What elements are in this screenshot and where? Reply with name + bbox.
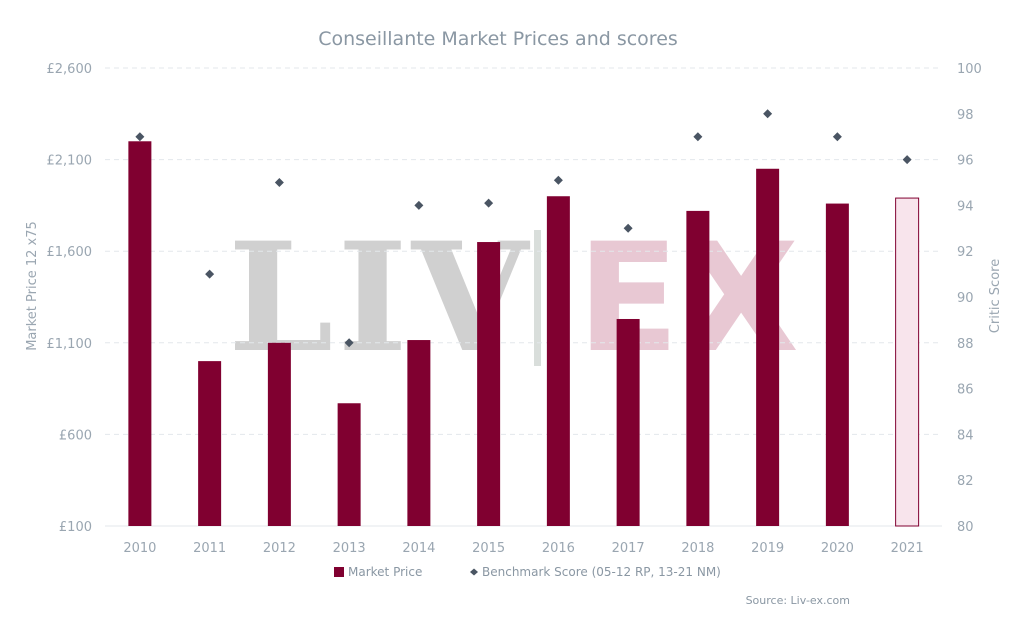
score-marker [344,338,354,348]
price-bar [477,242,501,527]
price-bar [267,342,291,526]
score-marker [205,269,215,279]
x-axis-tick: 2014 [402,541,435,556]
x-axis-ticks: 2010 2011 2012 2013 2014 2015 2016 2017 2018 2019… [123,541,923,556]
score-marker [274,178,284,187]
score-marker [902,155,912,165]
right-axis-tick: 94 [957,199,974,214]
x-axis-tick: 2017 [612,541,645,556]
right-axis-tick: 88 [957,337,974,352]
price-bar [616,318,640,526]
right-axis-tick: 92 [957,245,974,260]
legend-market-price-label: Market Price [348,565,422,579]
right-axis-tick: 98 [957,108,974,123]
x-axis-tick: 2012 [263,541,296,556]
x-axis-tick: 2016 [542,541,575,556]
left-axis-tick: £1,100 [47,337,93,352]
score-marker [693,132,703,142]
price-bar [825,203,849,526]
left-axis-tick: £100 [59,520,92,535]
left-axis-ticks: £100 £600 £1,100 £1,600 £2,100 £2,600 [47,62,93,535]
score-marker [553,175,563,185]
legend-market-price-swatch [334,567,344,577]
x-axis-tick: 2010 [123,541,156,556]
score-marker [484,198,494,208]
score-marker [763,109,773,119]
left-axis-tick: £600 [59,428,92,443]
right-axis-tick: 84 [957,428,974,443]
price-bar [546,196,570,527]
source-note: Source: Liv-ex.com [746,594,850,607]
left-axis-label: Market Price 12 x75 [25,221,40,351]
right-axis-tick: 80 [957,520,974,535]
right-axis-ticks: 80 82 84 86 88 90 92 94 96 98 100 [957,62,982,535]
chart-title: Conseillante Market Prices and scores [318,28,678,50]
left-axis-tick: £2,600 [47,62,93,77]
price-bar [895,197,920,527]
score-marker [135,132,145,142]
left-axis-tick: £2,100 [47,154,93,169]
price-bar [407,340,431,526]
price-bar [686,210,710,526]
price-bar [337,403,361,526]
right-axis-tick: 82 [957,474,974,489]
legend: Market Price Benchmark Score (05-12 RP, … [334,565,721,579]
grid-lines [105,67,942,527]
price-bar [128,141,152,526]
right-axis-tick: 96 [957,154,974,169]
legend-benchmark-score-marker [470,568,478,576]
right-axis-tick: 100 [957,62,982,77]
x-axis-tick: 2015 [472,541,505,556]
right-axis-tick: 86 [957,383,974,398]
score-marker [623,223,633,233]
x-axis-tick: 2021 [891,541,924,556]
score-markers [135,109,912,348]
x-axis-tick: 2020 [821,541,854,556]
x-axis-tick: 2019 [751,541,784,556]
score-marker [832,132,842,142]
x-axis-tick: 2013 [333,541,366,556]
price-bar [198,361,222,526]
score-marker [414,200,424,210]
left-axis-tick: £1,600 [47,245,93,260]
x-axis-tick: 2018 [681,541,714,556]
watermark-divider [534,230,541,366]
x-axis-tick: 2011 [193,541,226,556]
liv-ex-watermark: LIV EX [228,210,799,386]
right-axis-label: Critic Score [988,259,1003,333]
price-bar [756,168,780,526]
price-bars [128,141,920,527]
right-axis-tick: 90 [957,291,974,306]
legend-benchmark-score-label: Benchmark Score (05-12 RP, 13-21 NM) [482,565,721,579]
